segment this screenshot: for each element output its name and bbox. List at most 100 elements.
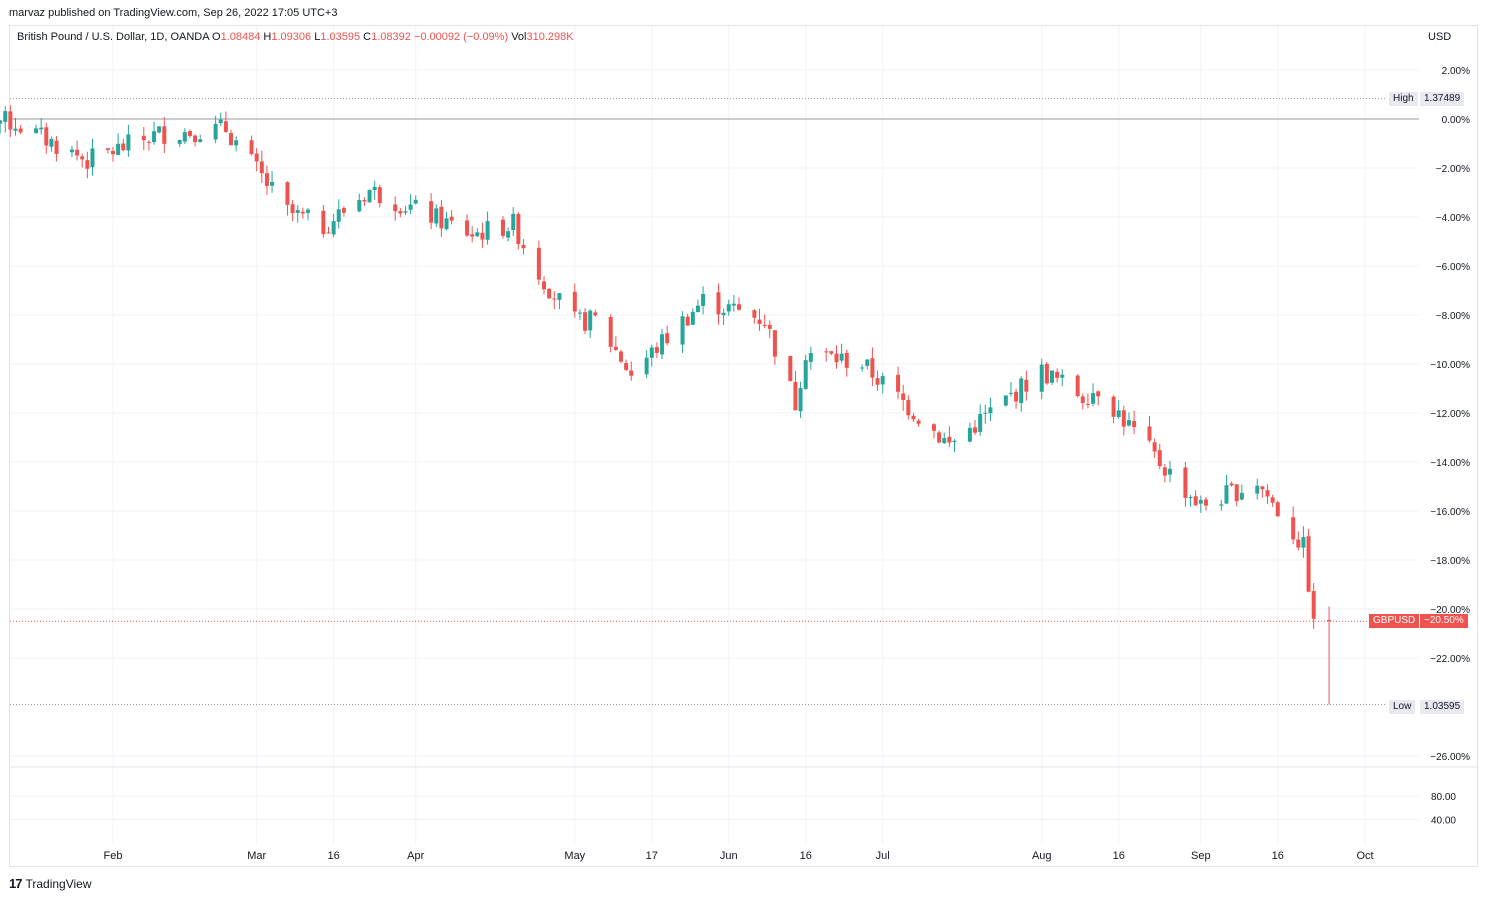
candle-down [1080, 396, 1085, 403]
candle-up [731, 303, 736, 306]
candle-up [1168, 468, 1173, 475]
candle-down [947, 436, 952, 443]
candle-down [223, 121, 228, 132]
candle-up [367, 189, 372, 203]
candle-up [865, 359, 870, 366]
candle-down [398, 211, 403, 214]
x-tick-label: Mar [247, 850, 266, 862]
chart-frame[interactable] [9, 25, 1478, 867]
y-tick-label: −20.00% [1430, 605, 1470, 616]
candle-down [716, 292, 721, 315]
currency-label[interactable]: USD [1428, 31, 1452, 43]
candle-up [34, 128, 39, 133]
candle-up [952, 440, 957, 443]
candle-down [429, 201, 434, 223]
close-value: 1.08392 [371, 31, 411, 43]
candle-down [1311, 591, 1316, 619]
change-value: −0.00092 (−0.09%) [413, 31, 509, 43]
candle-up [577, 312, 582, 314]
y-tick-label: −6.00% [1436, 262, 1470, 273]
tradingview-logo-text: TradingView [25, 876, 92, 891]
candle-down [665, 333, 670, 344]
candle-down [767, 324, 772, 329]
candle-down [521, 244, 526, 249]
candle-up [1224, 485, 1229, 504]
candle-down [480, 232, 485, 240]
y-tick-label: −2.00% [1436, 164, 1470, 175]
candle-down [80, 156, 85, 160]
tradingview-logo[interactable]: 17 TradingView [9, 876, 92, 891]
symbol-name: British Pound / U.S. Dollar, 1D, OANDA [17, 31, 209, 43]
candle-up [839, 353, 844, 361]
candle-up [511, 213, 516, 231]
candle-down [1121, 410, 1126, 427]
candles [0, 105, 1332, 705]
candle-down [1193, 496, 1198, 506]
candle-up [798, 387, 803, 412]
candle-up [983, 412, 988, 414]
candle-up [403, 211, 408, 213]
candle-down [377, 187, 382, 204]
candle-down [1111, 396, 1116, 417]
candle-up [485, 221, 490, 240]
candle-down [870, 358, 875, 378]
candle-down [1270, 497, 1275, 503]
grid-layer [10, 26, 1419, 845]
candle-down [1024, 379, 1029, 392]
x-tick-label: Jul [876, 850, 890, 862]
volume-label: Vol [511, 31, 527, 43]
candle-down [162, 126, 167, 144]
candle-up [1019, 378, 1024, 403]
candle-down [105, 148, 110, 150]
current-symbol-label: GBPUSD [1369, 614, 1420, 628]
candle-down [193, 135, 198, 143]
volume-pane: 80.00 40.00 [9, 766, 1478, 827]
candle-down [1203, 499, 1208, 506]
candle-down [1162, 467, 1167, 476]
candle-down [1275, 502, 1280, 517]
candle-up [803, 360, 808, 389]
candle-down [8, 111, 13, 130]
candle-down [1157, 450, 1162, 467]
symbol-legend[interactable]: British Pound / U.S. Dollar, 1D, OANDA O… [17, 31, 574, 43]
candle-up [444, 218, 449, 230]
low-marker-label: Low [1389, 700, 1416, 714]
candle-down [516, 213, 521, 245]
candle-down [229, 133, 234, 146]
candle-down [1296, 539, 1301, 548]
candle-down [1096, 391, 1101, 397]
candle-down [618, 351, 623, 362]
x-tick-label: 16 [1113, 850, 1125, 862]
candle-down [629, 370, 634, 376]
candle-down [624, 363, 629, 370]
candle-up [967, 427, 972, 442]
tradingview-logo-icon: 17 [9, 876, 23, 891]
x-tick-label: 16 [800, 850, 812, 862]
candle-up [49, 138, 54, 147]
candle-down [439, 206, 444, 229]
candle-down [326, 232, 331, 234]
volume-tick-label: 80.00 [1431, 792, 1456, 803]
y-axis: 2.00% 0.00% −2.00% −4.00% −6.00% −8.00% −10.00… [1430, 66, 1470, 763]
candle-down [1327, 620, 1332, 622]
candle-down [654, 347, 659, 353]
candle-down [44, 127, 49, 146]
volume-tick-label: 40.00 [1431, 816, 1456, 827]
candle-down [300, 211, 305, 214]
y-tick-label: −14.00% [1430, 458, 1470, 469]
candle-up [1039, 364, 1044, 392]
candle-down [834, 353, 839, 363]
candle-up [177, 140, 182, 144]
candle-down [613, 346, 618, 350]
candle-down [875, 378, 880, 385]
candle-down [393, 204, 398, 212]
candle-up [1003, 395, 1008, 406]
candle-up [408, 204, 413, 210]
candle-down [762, 324, 767, 326]
y-tick-label: −16.00% [1430, 507, 1470, 518]
candle-down [146, 141, 151, 143]
candle-down [18, 128, 23, 133]
candle-up [116, 143, 121, 156]
candle-down [752, 310, 757, 318]
